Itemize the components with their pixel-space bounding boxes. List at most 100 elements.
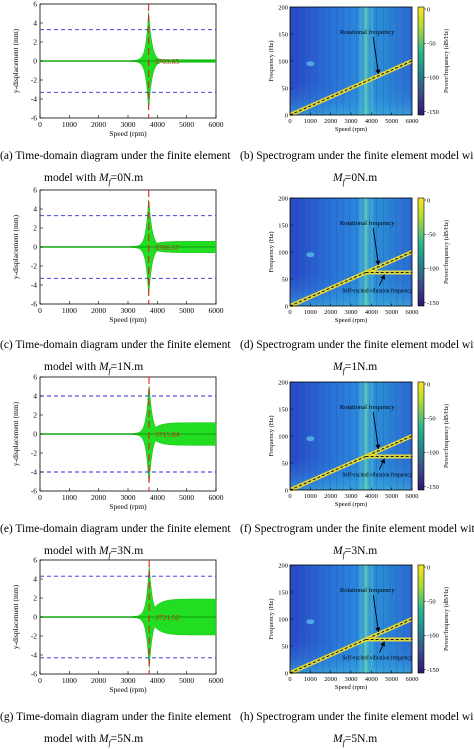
x-tick-label: 2000 — [91, 493, 106, 502]
colorbar — [417, 197, 425, 307]
rotational-frequency-arrow — [372, 411, 379, 450]
colorbar-tick-label: -150 — [427, 109, 439, 116]
x-tick-label: 1000 — [304, 676, 317, 683]
x-axis-label: Speed (rpm) — [109, 502, 147, 511]
x-tick-label: 1000 — [62, 306, 77, 315]
x-tick-label: 6000 — [209, 676, 224, 685]
colorbar-tick-label: -100 — [427, 266, 439, 273]
y-axis-label: y-displacement (mm) — [11, 401, 20, 466]
colorbar-tick-label: 0 — [427, 381, 430, 388]
x-tick-label: 3000 — [121, 493, 136, 502]
caption-b-line2: Mf=0N.m — [333, 172, 378, 187]
self-excited-frequency-annotation: Self-excited vibration frequency — [342, 472, 413, 479]
self-excited-frequency-annotation: Self-excited vibration frequency — [342, 655, 413, 662]
y-tick-label: 100 — [278, 616, 288, 623]
colorbar — [417, 6, 425, 116]
caption-c-line1: (c) Time-domain diagram under the finite… — [0, 339, 231, 351]
x-tick-label: 4000 — [365, 118, 378, 125]
caption-f-line2: Mf=3N.m — [333, 545, 378, 560]
resonance-stripe — [359, 382, 374, 490]
rotational-frequency-arrowhead — [375, 627, 381, 632]
x-tick-label: 1000 — [62, 493, 77, 502]
y-tick-label: 6 — [33, 0, 37, 9]
x-tick-label: 5000 — [385, 309, 398, 316]
resonance-stripe-core — [364, 7, 368, 115]
y-tick-label: -2 — [31, 76, 37, 85]
resonance-stripe — [359, 198, 374, 306]
caption-e-line1: (e) Time-domain diagram under the finite… — [0, 523, 231, 535]
spectral-spot — [306, 436, 315, 442]
x-tick-label: 5000 — [179, 120, 194, 129]
rotational-frequency-annotation: Rotational frequency — [340, 404, 395, 411]
resonance-speed-label: 3715.84 — [155, 430, 180, 439]
x-tick-label: 3000 — [345, 309, 358, 316]
resonance-stripe-core — [364, 198, 368, 306]
x-tick-label: 3000 — [121, 676, 136, 685]
rotational-frequency-arrowhead — [375, 69, 381, 74]
colorbar-tick-label: 0 — [427, 197, 430, 204]
y-tick-label: 4 — [33, 575, 37, 584]
colorbar-tick-label: -100 — [427, 633, 439, 640]
y-axis-label: Frequency (Hz) — [268, 599, 275, 640]
y-tick-label: 50 — [282, 85, 289, 92]
y-tick-label: 50 — [282, 276, 289, 283]
self-excited-frequency-arrowhead — [380, 458, 386, 464]
y-tick-label: 6 — [33, 556, 37, 565]
x-axis-label: Speed (rpm) — [335, 317, 367, 324]
y-axis-label: Frequency (Hz) — [268, 416, 275, 457]
caption-g-line2: model with Mf=5N.m — [44, 733, 144, 748]
x-tick-label: 6000 — [406, 493, 419, 500]
rotational-frequency-line — [289, 251, 413, 307]
colorbar — [417, 381, 425, 491]
rotational-frequency-annotation: Rotational frequency — [340, 220, 395, 227]
y-tick-label: 4 — [33, 392, 37, 401]
x-tick-label: 2000 — [324, 493, 337, 500]
y-axis-label: y-displacement (mm) — [11, 214, 20, 279]
x-tick-label: 6000 — [406, 118, 419, 125]
y-tick-label: 0 — [285, 303, 288, 310]
x-tick-label: 3000 — [121, 306, 136, 315]
y-tick-label: 6 — [33, 186, 37, 195]
y-tick-label: -4 — [31, 651, 37, 660]
x-tick-label: 4000 — [365, 493, 378, 500]
y-tick-label: 200 — [278, 379, 288, 386]
self-excited-frequency-annotation: Self-excited vibration frequency — [342, 288, 413, 295]
y-tick-label: 100 — [278, 249, 288, 256]
x-tick-label: 4000 — [150, 306, 165, 315]
y-tick-label: -2 — [31, 449, 37, 458]
x-tick-label: 1000 — [62, 676, 77, 685]
colorbar-tick-label: -50 — [427, 599, 436, 606]
x-tick-label: 0 — [288, 309, 291, 316]
y-tick-label: -6 — [31, 487, 37, 496]
resonance-speed-label: 3703.65 — [155, 57, 180, 66]
x-tick-label: 2000 — [91, 676, 106, 685]
x-tick-label: 6000 — [209, 120, 224, 129]
y-tick-label: -4 — [31, 281, 37, 290]
y-tick-label: 0 — [285, 487, 288, 494]
x-tick-label: 4000 — [150, 120, 165, 129]
resonance-speed-label: 3721.52 — [155, 613, 180, 622]
rotational-frequency-annotation: Rotational frequency — [340, 29, 395, 36]
caption-h-line1: (h) Spectrogram under the finite element… — [240, 711, 474, 723]
resonance-stripe-core — [364, 382, 368, 490]
x-tick-label: 0 — [38, 676, 42, 685]
spectrogram-plot-f: Rotational frequency Self-excited vibrati… — [268, 379, 450, 508]
spectral-spot — [306, 61, 315, 67]
x-tick-label: 2000 — [91, 306, 106, 315]
colorbar-label: Power/frequency (dB/Hz) — [443, 29, 450, 93]
x-tick-label: 2000 — [324, 309, 337, 316]
x-tick-label: 6000 — [209, 493, 224, 502]
self-excited-frequency-arrowhead — [380, 641, 386, 647]
rotational-frequency-line — [289, 60, 413, 116]
time-domain-plot-e: 3715.84 0 1000 2000 3000 4000 5000 6000 6 4 2 0 -2 -4… — [11, 373, 224, 512]
y-tick-label: 200 — [278, 195, 288, 202]
x-tick-label: 2000 — [324, 676, 337, 683]
y-tick-label: 0 — [33, 57, 37, 66]
colorbar-tick-label: 0 — [427, 6, 430, 13]
resonance-stripe-core — [364, 565, 368, 673]
x-tick-label: 1000 — [62, 120, 77, 129]
y-tick-label: 150 — [278, 406, 288, 413]
y-tick-label: 2 — [33, 38, 37, 47]
y-tick-label: 50 — [282, 460, 289, 467]
